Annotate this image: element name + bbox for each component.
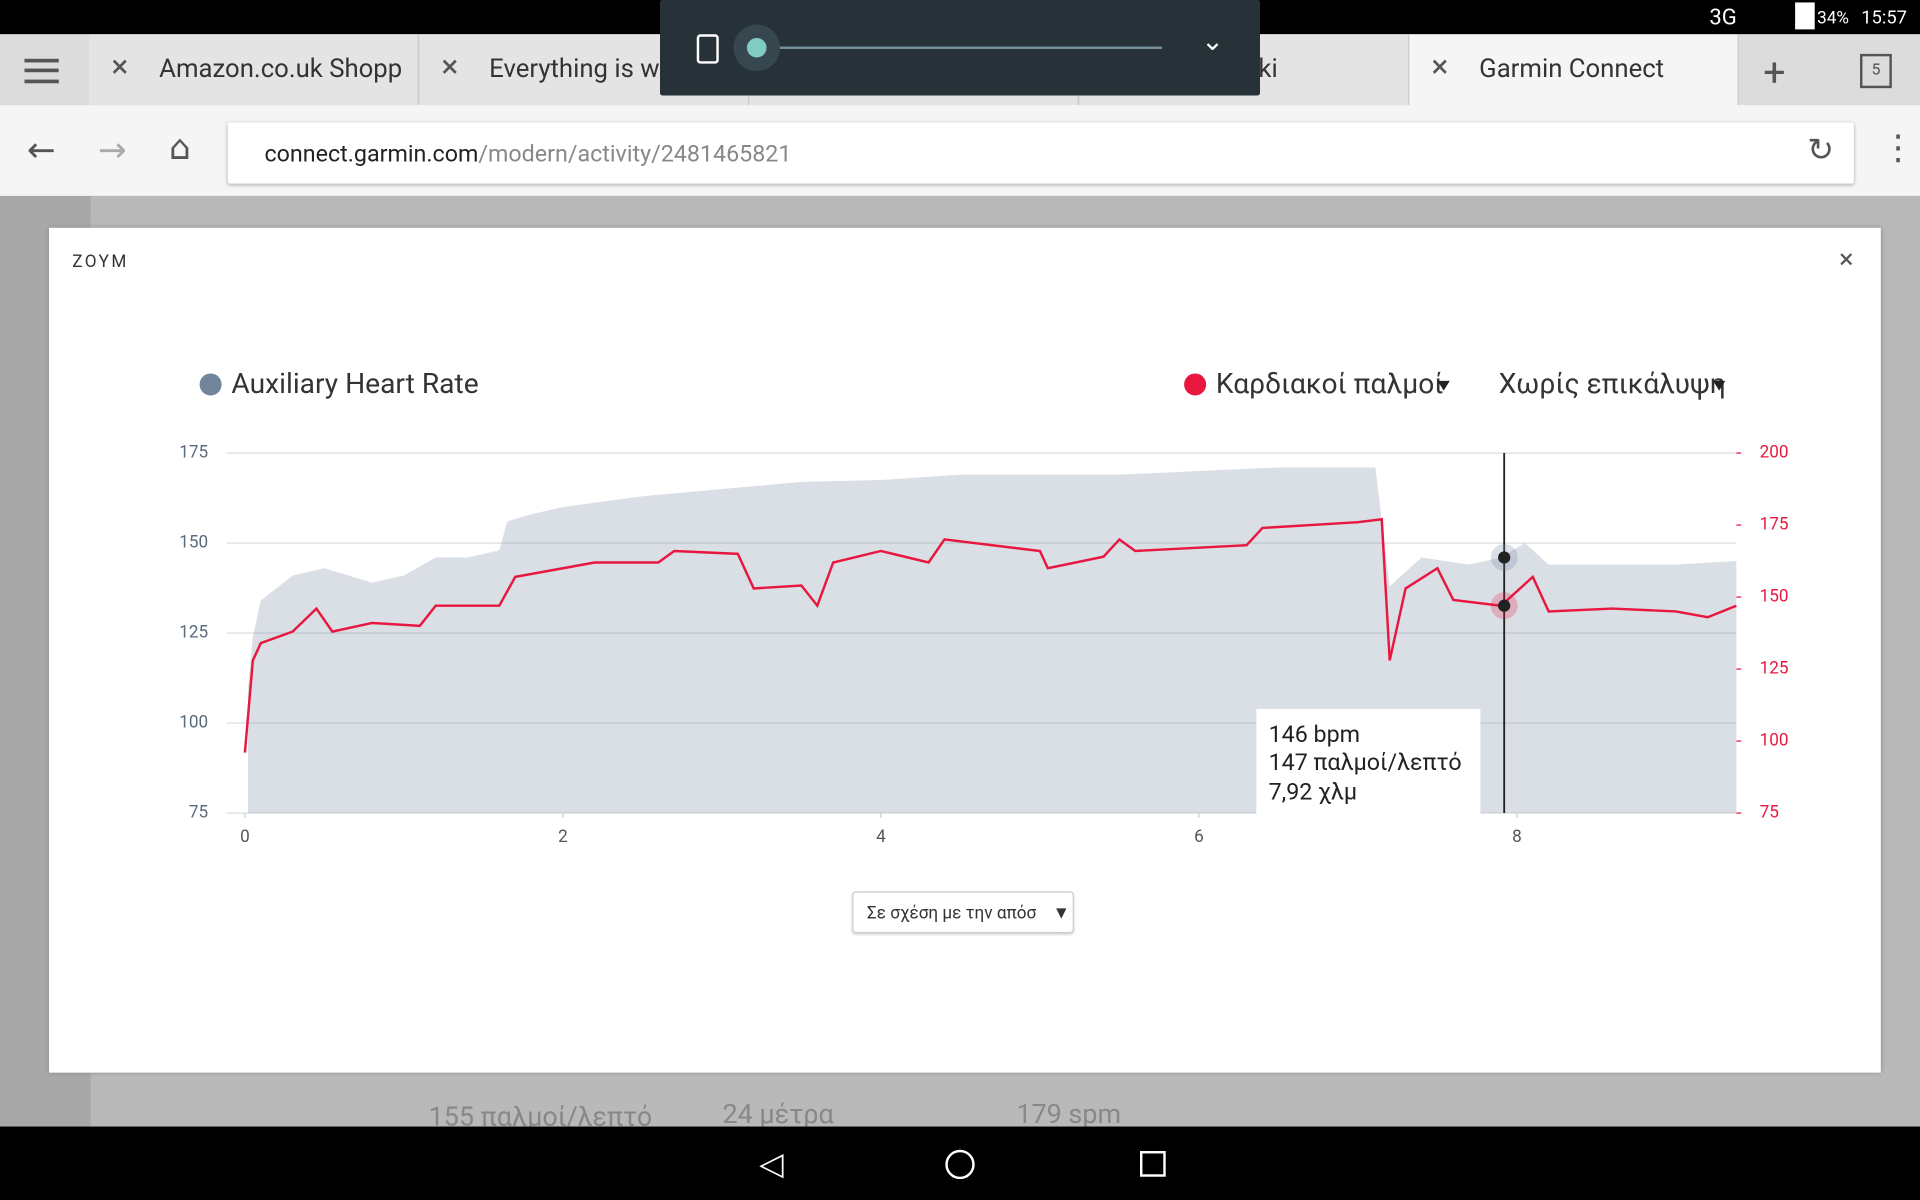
modal-title: ΖΟΥΜ — [72, 252, 129, 272]
dropdown-caret — [1713, 380, 1726, 391]
y2-tick-label: 150 — [1760, 587, 1789, 607]
y-tick-label: 100 — [179, 713, 208, 733]
tab-close[interactable]: × — [111, 48, 129, 86]
cursor-point — [1498, 599, 1511, 612]
menu[interactable] — [24, 58, 59, 84]
stat: 155 παλμοί/λεπτό — [428, 1102, 653, 1127]
y-tick-label: 175 — [179, 443, 208, 463]
tooltip-text: 147 παλμοί/λεπτό — [1269, 748, 1462, 776]
x-tick-label: 6 — [1194, 827, 1204, 847]
battery-icon — [1795, 2, 1815, 30]
chart: 75 100 125 150 175 75 100 125 150 175 200 0 2 4 6 8 Auxi… — [179, 367, 1789, 847]
x-tick-label: 8 — [1512, 827, 1522, 847]
tab-close[interactable]: × — [441, 48, 459, 86]
tooltip-box — [1256, 708, 1481, 815]
y2-tick-label: 175 — [1760, 515, 1789, 535]
url: connect.garmin.com/modern/activity/24814… — [264, 140, 791, 168]
caret: ▼ — [1056, 892, 1067, 932]
url-host: connect.garmin.com — [264, 139, 479, 168]
nav-back[interactable]: ◁ — [759, 1146, 784, 1183]
y2-tick-label: 75 — [1760, 803, 1779, 823]
more[interactable]: ⋮ — [1880, 127, 1916, 168]
dropdown-caret — [1437, 380, 1450, 391]
y-tick-label: 125 — [179, 623, 208, 643]
y2-tick-label: 100 — [1760, 731, 1789, 751]
y-tick-label: 75 — [189, 803, 208, 823]
legend-marker — [1184, 373, 1207, 396]
select-text: Σε σχέση με την απόσ — [866, 903, 1037, 924]
y2-tick-label: 125 — [1760, 659, 1789, 679]
tab[interactable]: × Amazon.co.uk Shopp — [89, 34, 419, 106]
legend-label: Auxiliary Heart Rate — [231, 367, 478, 400]
x-tick-label: 4 — [876, 827, 886, 847]
toolbar: ← → ⌂ connect.garmin.com/modern/activity… — [0, 105, 1920, 198]
close[interactable]: × — [1839, 244, 1854, 276]
area — [248, 467, 1737, 814]
x-tick-label: 2 — [558, 827, 568, 847]
line — [243, 517, 1737, 753]
home[interactable]: ⌂ — [168, 127, 191, 168]
nav-bar: ◁ — [0, 1126, 1920, 1200]
forward[interactable]: → — [97, 129, 127, 171]
stat: 24 μέτρα — [722, 1099, 834, 1127]
overlay-dropdown: Χωρίς επικάλυψη — [1499, 367, 1726, 400]
modal: ΖΟΥΜ × Σε σχέση με την απόσ ▼ — [48, 227, 1881, 1073]
tooltip-text: 7,92 χλμ — [1269, 778, 1358, 806]
volume-popup: ⌄ — [660, 0, 1260, 96]
tab-close[interactable]: × — [1431, 48, 1449, 86]
tab[interactable]: × Garmin Connect — [1409, 34, 1739, 106]
reload[interactable]: ↻ — [1807, 132, 1835, 169]
tab-title: Amazon.co.uk Shopp — [159, 55, 403, 85]
url-box[interactable]: connect.garmin.com/modern/activity/24814… — [227, 122, 1854, 184]
legend-marker — [199, 373, 222, 396]
back[interactable]: ← — [26, 129, 56, 171]
x-axis-select[interactable]: Σε σχέση με την απόσ ▼ — [852, 891, 1074, 934]
tab-title: Garmin Connect — [1479, 55, 1665, 85]
volume-track — [755, 46, 1163, 49]
battery: 34% — [1817, 8, 1849, 29]
legend-label: Καρδιακοί παλμοί — [1216, 367, 1443, 400]
expand[interactable]: ⌄ — [1201, 26, 1224, 58]
tab-count[interactable]: 5 — [1860, 53, 1892, 89]
vibrate-icon[interactable] — [696, 34, 719, 64]
tooltip-text: 146 bpm — [1269, 720, 1360, 748]
nav-home[interactable] — [945, 1149, 975, 1180]
cursor-point — [1498, 551, 1511, 564]
y-tick-label: 150 — [179, 533, 208, 553]
x-tick-label: 0 — [240, 827, 250, 847]
new-tab[interactable]: + — [1763, 48, 1786, 96]
stat: 179 spm — [1016, 1099, 1122, 1127]
y2-tick-label: 200 — [1760, 443, 1789, 463]
volume-thumb[interactable] — [746, 37, 767, 58]
nav-recents[interactable] — [1140, 1151, 1166, 1177]
network: 3G — [1709, 4, 1737, 31]
tab-title: Everything is w — [489, 55, 660, 85]
url-path: /modern/activity/2481465821 — [478, 139, 792, 168]
clock: 15:57 — [1861, 6, 1907, 29]
